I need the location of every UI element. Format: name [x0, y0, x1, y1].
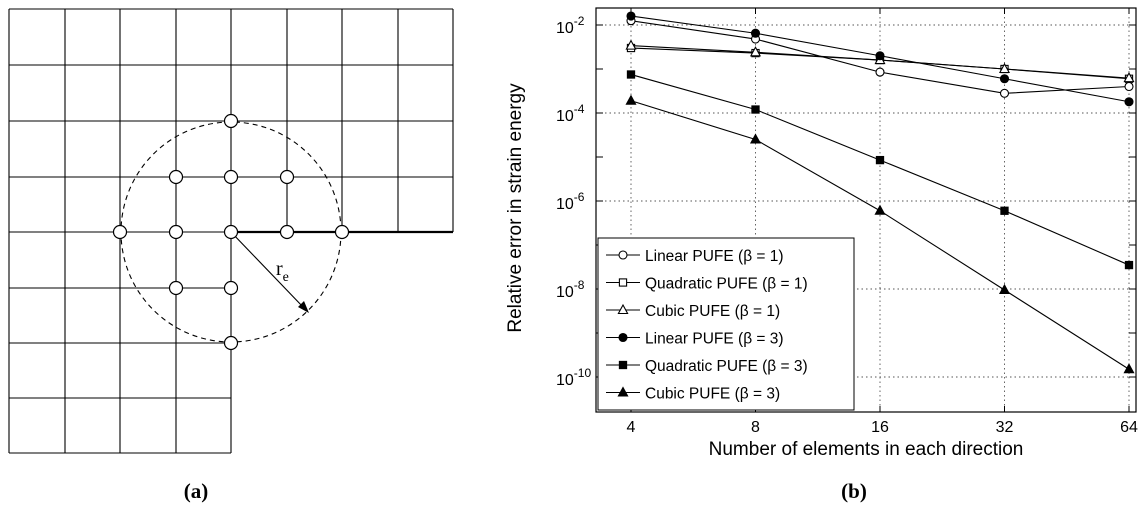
radius-label: re	[276, 258, 289, 285]
enriched-node	[223, 335, 239, 351]
legend-entry: Cubic PUFE (β = 1)	[606, 303, 780, 320]
legend-marker	[618, 250, 628, 260]
data-point	[999, 74, 1010, 84]
legend-marker	[618, 360, 628, 370]
radius-arrowhead	[298, 301, 309, 313]
y-axis-title: Relative error in strain energy	[505, 83, 526, 333]
data-point	[875, 67, 885, 77]
data-point	[749, 133, 762, 144]
legend-label: Cubic PUFE (β = 3)	[645, 386, 780, 403]
x-tick-label: 4	[627, 419, 636, 436]
legend-label: Cubic PUFE (β = 1)	[645, 303, 780, 320]
data-point	[625, 94, 637, 105]
legend-label: Quadratic PUFE (β = 1)	[645, 276, 808, 293]
legend: Linear PUFE (β = 1) Quadratic PUFE (β = 1…	[597, 237, 855, 411]
data-point	[625, 39, 637, 50]
legend-marker	[617, 303, 629, 315]
enriched-node	[223, 169, 239, 185]
data-point	[751, 105, 760, 114]
y-tick-label: 10-8	[556, 278, 585, 301]
x-tick-labels: 4 8 16 32 64	[627, 419, 1138, 436]
legend-box	[597, 237, 855, 411]
convergence-chart: 4 8 16 32 64 10-2 10-4 10-6 10-8 10-10 Number of…	[505, 7, 1138, 503]
legend-entry: Linear PUFE (β = 3)	[606, 331, 784, 348]
data-point	[998, 283, 1011, 295]
radius-subscript: e	[283, 270, 289, 285]
data-point	[1123, 363, 1135, 374]
plot-frame	[595, 7, 1137, 413]
data-point	[1124, 97, 1134, 107]
legend-entry: Quadratic PUFE (β = 3)	[606, 358, 808, 375]
data-point	[1124, 260, 1134, 270]
legend-label: Linear PUFE (β = 1)	[645, 248, 784, 265]
y-tick-label: 10-10	[556, 366, 591, 389]
x-tick-label: 8	[751, 419, 760, 436]
data-point	[998, 62, 1011, 74]
panel-a-label: (a)	[184, 479, 209, 503]
enriched-node	[223, 113, 239, 129]
legend-marker	[618, 278, 628, 287]
axis-ticks	[596, 8, 1136, 412]
y-tick-label: 10-4	[556, 102, 585, 125]
legend-marker	[618, 332, 628, 343]
legend-marker	[617, 386, 629, 397]
enriched-nodes	[112, 113, 350, 351]
enriched-node	[279, 169, 295, 185]
x-tick-label: 16	[871, 419, 889, 436]
data-point	[875, 155, 885, 165]
y-tick-label: 10-6	[556, 190, 585, 213]
legend-entries: Linear PUFE (β = 1) Quadratic PUFE (β = 1…	[606, 248, 808, 403]
y-tick-labels: 10-2 10-4 10-6 10-8 10-10	[556, 14, 591, 389]
data-point	[626, 70, 636, 79]
enriched-node	[223, 280, 239, 296]
legend-entry: Linear PUFE (β = 1)	[606, 248, 784, 265]
enriched-node	[223, 224, 239, 240]
enriched-node	[168, 280, 184, 296]
x-axis-title: Number of elements in each direction	[709, 439, 1024, 460]
enriched-node	[334, 224, 350, 240]
enriched-node	[279, 224, 295, 240]
data-point	[1000, 206, 1009, 215]
legend-label: Quadratic PUFE (β = 3)	[645, 358, 808, 375]
enriched-node	[168, 169, 184, 185]
series-4	[626, 11, 1134, 107]
series-layer	[625, 11, 1135, 374]
legend-label: Linear PUFE (β = 3)	[645, 331, 784, 348]
data-point	[749, 46, 762, 57]
enriched-node	[112, 224, 128, 240]
data-point	[875, 51, 885, 61]
series-5	[626, 70, 1134, 270]
series-6	[625, 94, 1135, 374]
y-tick-label: 10-2	[556, 14, 585, 37]
x-tick-label: 32	[996, 419, 1014, 436]
data-point	[1123, 71, 1135, 83]
radius-arrow-line	[230, 231, 305, 309]
enriched-node	[168, 224, 184, 240]
legend-entry: Cubic PUFE (β = 3)	[606, 386, 780, 403]
data-point	[750, 28, 761, 38]
x-tick-label: 64	[1120, 419, 1138, 436]
data-point	[1124, 81, 1134, 92]
data-point	[999, 88, 1010, 98]
panel-b-label: (b)	[841, 479, 867, 503]
data-point	[874, 204, 886, 215]
mesh-diagram: re (a)	[8, 8, 454, 503]
legend-entry: Quadratic PUFE (β = 1)	[606, 276, 808, 293]
